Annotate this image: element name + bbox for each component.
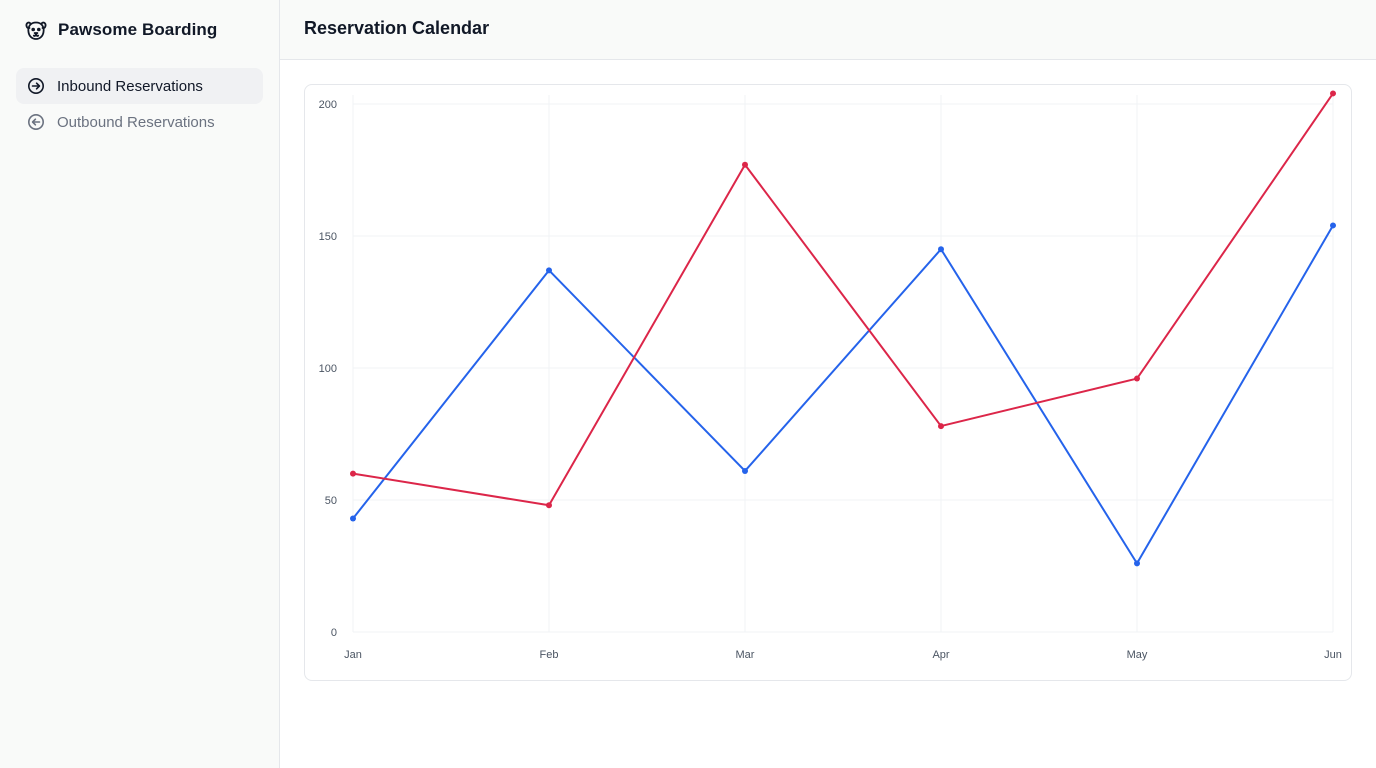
brand-name: Pawsome Boarding [58,20,218,39]
y-tick-label: 150 [319,231,337,243]
x-tick-label: Feb [540,649,559,661]
data-point [350,515,356,522]
y-tick-label: 0 [331,627,337,639]
sidebar-item-outbound-reservations[interactable]: Outbound Reservations [16,104,263,140]
page-header: Reservation Calendar [280,0,1376,60]
data-point [742,467,748,474]
x-tick-label: Mar [736,649,755,661]
data-point [546,502,552,509]
brand[interactable]: Pawsome Boarding [24,18,217,42]
series-line-0 [352,224,1334,565]
y-tick-label: 50 [325,495,337,507]
data-point [938,423,944,430]
x-tick-label: May [1127,649,1148,661]
dog-face-icon [24,18,48,42]
x-tick-label: Jan [344,649,362,661]
page-title: Reservation Calendar [304,18,490,38]
sidebar-item-inbound-reservations[interactable]: Inbound Reservations [16,68,263,104]
data-point [938,246,944,253]
data-point [546,267,552,274]
x-tick-label: Jun [1324,649,1342,661]
arrow-left-circle-icon [27,113,45,131]
y-tick-label: 200 [319,99,337,111]
data-point [1134,375,1140,382]
sidebar-item-label: Inbound Reservations [57,77,203,95]
arrow-right-circle-icon [27,77,45,95]
data-point [1330,222,1336,229]
x-tick-label: Apr [932,649,949,661]
y-tick-label: 100 [319,363,337,375]
reservation-chart-card: 0 50 100 150 200 Jan Feb Mar Apr May Jun [304,84,1352,681]
reservation-line-chart: 0 50 100 150 200 Jan Feb Mar Apr May Jun [319,90,1342,661]
data-point [350,470,356,477]
data-point [1134,560,1140,567]
sidebar-item-label: Outbound Reservations [57,113,215,131]
data-point [1330,90,1336,97]
sidebar: Pawsome Boarding Inbound Reservations [0,0,280,768]
sidebar-nav: Inbound Reservations Outbound Reservatio… [16,68,263,140]
series-line-1 [352,92,1334,507]
data-point [742,161,748,168]
